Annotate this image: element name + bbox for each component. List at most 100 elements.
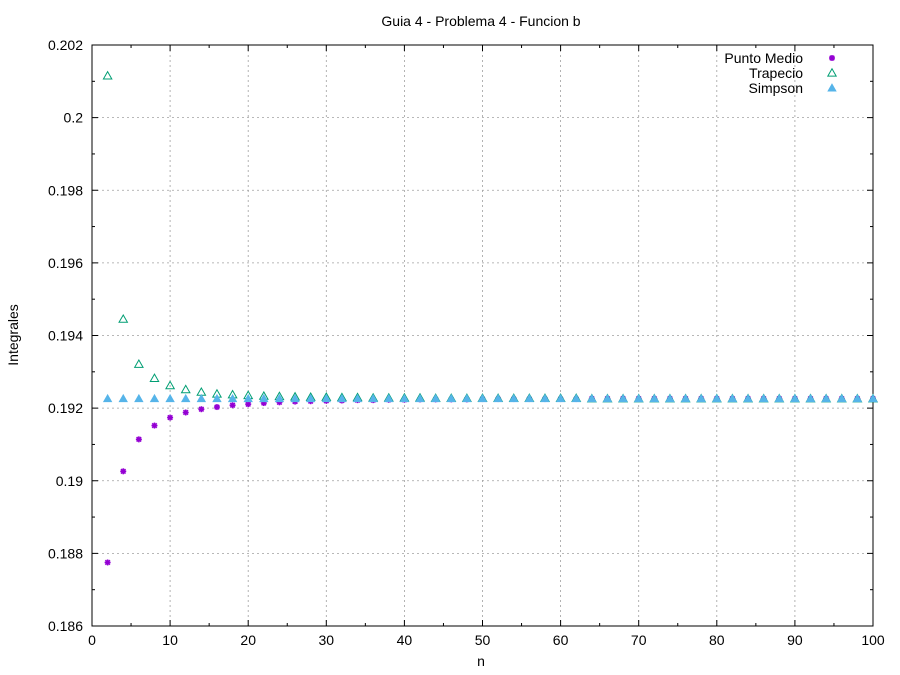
data-point <box>446 393 456 403</box>
data-point <box>477 393 488 403</box>
data-point <box>227 393 238 403</box>
data-point <box>805 393 816 403</box>
y-tick-label: 0.186 <box>48 618 83 634</box>
legend-label: Punto Medio <box>724 50 803 66</box>
data-point <box>149 393 160 403</box>
data-point <box>243 393 253 403</box>
grid <box>92 45 873 626</box>
chart-title: Guia 4 - Problema 4 - Funcion b <box>381 13 580 29</box>
data-point <box>102 393 113 403</box>
data-point <box>680 393 691 403</box>
data-points <box>102 70 879 566</box>
legend-marker <box>826 67 838 77</box>
legend-marker <box>829 55 835 61</box>
x-tick-label: 60 <box>553 632 569 648</box>
data-point <box>852 393 863 403</box>
data-point <box>120 468 127 475</box>
x-tick-label: 80 <box>709 632 725 648</box>
data-point <box>462 393 472 403</box>
data-point <box>135 436 142 443</box>
data-point <box>727 393 738 403</box>
data-point <box>102 70 113 80</box>
data-point <box>213 404 220 411</box>
data-point <box>587 393 597 403</box>
x-tick-label: 40 <box>397 632 413 648</box>
data-point <box>399 393 410 403</box>
y-tick-label: 0.196 <box>48 255 83 271</box>
data-point <box>134 393 144 403</box>
data-point <box>229 402 236 409</box>
data-point <box>868 393 878 403</box>
legend-label: Simpson <box>749 80 803 96</box>
y-tick-label: 0.194 <box>48 328 83 344</box>
data-point <box>758 393 769 403</box>
data-point <box>602 393 613 403</box>
x-tick-label: 70 <box>631 632 647 648</box>
data-point <box>493 393 503 403</box>
data-point <box>618 393 628 403</box>
data-point <box>196 393 207 403</box>
data-point <box>321 393 332 403</box>
data-point <box>165 380 176 390</box>
x-tick-label: 90 <box>787 632 803 648</box>
y-tick-label: 0.192 <box>48 400 83 416</box>
data-point <box>509 393 519 403</box>
data-point <box>430 393 441 403</box>
y-tick-label: 0.202 <box>48 37 83 53</box>
x-tick-label: 100 <box>861 632 885 648</box>
data-point <box>649 393 660 403</box>
data-point <box>633 393 644 403</box>
data-point <box>696 393 706 403</box>
data-point <box>774 393 784 403</box>
data-point <box>571 393 581 403</box>
plot-border <box>91 44 874 627</box>
data-point <box>133 358 144 368</box>
data-point <box>290 393 300 403</box>
data-point <box>305 393 316 403</box>
legend-marker <box>827 83 837 92</box>
data-point <box>368 393 378 403</box>
data-point <box>212 393 222 403</box>
x-tick-label: 10 <box>162 632 178 648</box>
data-point <box>665 393 675 403</box>
data-point <box>198 406 205 413</box>
data-point <box>743 393 753 403</box>
data-point <box>182 409 189 416</box>
data-point <box>104 559 111 566</box>
y-tick-label: 0.198 <box>48 182 83 198</box>
y-axis-label: Integrales <box>5 304 21 365</box>
legend-label: Trapecio <box>749 65 803 81</box>
data-point <box>555 393 566 403</box>
data-point <box>151 422 158 429</box>
data-point <box>352 393 363 403</box>
tick-labels: 0 10 20 30 40 50 60 70 80 90 100 0.186 0.188 0.19 0.19… <box>48 37 885 648</box>
data-point <box>167 414 174 421</box>
data-point <box>181 393 191 403</box>
y-tick-label: 0.2 <box>64 110 84 126</box>
data-point <box>118 313 129 323</box>
data-point <box>384 393 394 403</box>
series-2 <box>102 393 878 403</box>
data-point <box>180 384 191 394</box>
x-axis-label: n <box>477 653 485 669</box>
y-tick-label: 0.188 <box>48 545 83 561</box>
y-tick-label: 0.19 <box>56 473 83 489</box>
x-tick-label: 20 <box>240 632 256 648</box>
x-tick-label: 50 <box>475 632 491 648</box>
data-point <box>712 393 722 403</box>
data-point <box>415 393 425 403</box>
data-point <box>274 393 285 403</box>
data-point <box>524 393 535 403</box>
data-point <box>837 393 847 403</box>
data-point <box>821 393 831 403</box>
data-point <box>540 393 550 403</box>
data-point <box>790 393 800 403</box>
x-tick-label: 0 <box>88 632 96 648</box>
data-point <box>259 393 269 403</box>
data-point <box>149 373 160 382</box>
data-point <box>165 393 175 403</box>
data-point <box>337 393 347 403</box>
